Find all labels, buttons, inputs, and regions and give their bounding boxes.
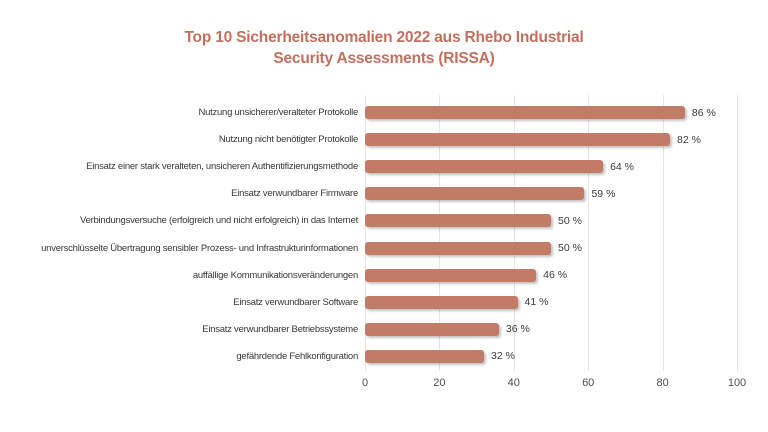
category-label: Einsatz verwundbarer Firmware <box>0 188 365 199</box>
x-tick-label: 100 <box>727 377 747 389</box>
value-label: 50 % <box>558 214 582 227</box>
bar <box>365 187 585 201</box>
category-label-text: Einsatz einer stark veralteten, unsicher… <box>86 161 358 173</box>
gridline-80 <box>662 95 664 371</box>
category-label-text: Einsatz verwundbarer Software <box>233 296 358 308</box>
bar-track: 46 % <box>365 268 737 282</box>
bar-row: Einsatz verwundbarer Betriebssysteme 36 % <box>0 316 768 343</box>
bar-track: 59 % <box>365 187 737 201</box>
chart-title-line-1: Top 10 Sicherheitsanomalien 2022 aus Rhe… <box>184 29 584 46</box>
x-tick-label: 20 <box>433 377 446 389</box>
bar-track: 41 % <box>365 295 737 309</box>
bar-rows: Nutzung unsicherer/veralteter Protokolle… <box>0 99 768 370</box>
bar-track: 32 % <box>365 349 737 363</box>
category-label-text: gefährdende Fehlkonfiguration <box>236 350 358 362</box>
category-label-text: Einsatz verwundbarer Firmware <box>231 188 358 200</box>
x-tick-label: 80 <box>656 377 669 389</box>
bar-row: Einsatz einer stark veralteten, unsicher… <box>0 153 768 180</box>
chart-title: Top 10 Sicherheitsanomalien 2022 aus Rhe… <box>0 27 768 69</box>
gridline-40 <box>513 95 515 371</box>
bar <box>365 268 537 282</box>
gridline-100 <box>737 95 738 371</box>
value-label: 64 % <box>610 160 635 173</box>
bar <box>365 241 551 255</box>
category-label: Verbindungsversuche (erfolgreich und nic… <box>0 215 365 226</box>
category-label: Nutzung nicht benötigter Protokolle <box>0 134 365 145</box>
value-label: 41 % <box>524 296 549 309</box>
category-label: Einsatz verwundbarer Betriebssysteme <box>0 324 365 335</box>
bar-row: gefährdende Fehlkonfiguration 32 % <box>0 343 768 370</box>
category-label-text: Einsatz verwundbarer Betriebssysteme <box>202 323 358 335</box>
bar-track: 36 % <box>365 322 737 336</box>
bar-row: auffällige Kommunikationsveränderungen 46… <box>0 262 768 289</box>
category-label-text: unverschlüsselte Übertragung sensibler P… <box>41 242 358 254</box>
plot-gridlines <box>365 95 738 371</box>
bar-row: Einsatz verwundbarer Software 41 % <box>0 289 768 316</box>
x-axis: 0 20 40 60 80 100 <box>361 377 746 391</box>
value-label: 82 % <box>677 133 701 146</box>
bar <box>365 322 499 336</box>
bar <box>365 106 685 120</box>
bar-track: 82 % <box>365 133 737 147</box>
category-label: gefährdende Fehlkonfiguration <box>0 351 365 362</box>
category-label-text: Nutzung unsicherer/veralteter Protokolle <box>198 107 358 119</box>
bar-track: 86 % <box>365 106 737 120</box>
category-label: unverschlüsselte Übertragung sensibler P… <box>0 243 365 254</box>
bar <box>365 295 518 309</box>
bar-row: Nutzung nicht benötigter Protokolle 82 % <box>0 126 768 153</box>
chart-title-line-2: Security Assessments (RISSA) <box>273 50 495 67</box>
category-label: Einsatz einer stark veralteten, unsicher… <box>0 161 365 172</box>
category-label-text: auffällige Kommunikationsveränderungen <box>192 269 358 281</box>
x-tick-label: 40 <box>507 377 520 389</box>
gridline-60 <box>588 95 590 371</box>
bar-track: 64 % <box>365 160 737 174</box>
bar <box>365 133 671 147</box>
bar <box>365 214 551 228</box>
bar-track: 50 % <box>365 241 737 255</box>
value-label: 50 % <box>558 242 582 255</box>
bar <box>365 349 485 363</box>
bar-track: 50 % <box>365 214 737 228</box>
category-label: auffällige Kommunikationsveränderungen <box>0 270 365 281</box>
value-label: 46 % <box>543 269 568 282</box>
category-label-text: Nutzung nicht benötigter Protokolle <box>218 134 358 146</box>
value-label: 86 % <box>691 106 716 119</box>
x-tick-label: 0 <box>361 377 369 389</box>
value-label: 59 % <box>591 187 616 200</box>
value-label: 36 % <box>505 323 530 336</box>
bar <box>365 160 604 174</box>
category-label: Einsatz verwundbarer Software <box>0 297 365 308</box>
value-label: 32 % <box>491 350 515 363</box>
gridline-20 <box>439 95 441 371</box>
bar-row: Nutzung unsicherer/veralteter Protokolle… <box>0 99 768 126</box>
x-tick-label: 60 <box>582 377 595 389</box>
category-label: Nutzung unsicherer/veralteter Protokolle <box>0 107 365 118</box>
bar-row: Verbindungsversuche (erfolgreich und nic… <box>0 207 768 234</box>
bar-row: unverschlüsselte Übertragung sensibler P… <box>0 234 768 261</box>
bar-row: Einsatz verwundbarer Firmware 59 % <box>0 180 768 207</box>
gridline-0 <box>365 95 366 371</box>
category-label-text: Verbindungsversuche (erfolgreich und nic… <box>80 215 358 227</box>
